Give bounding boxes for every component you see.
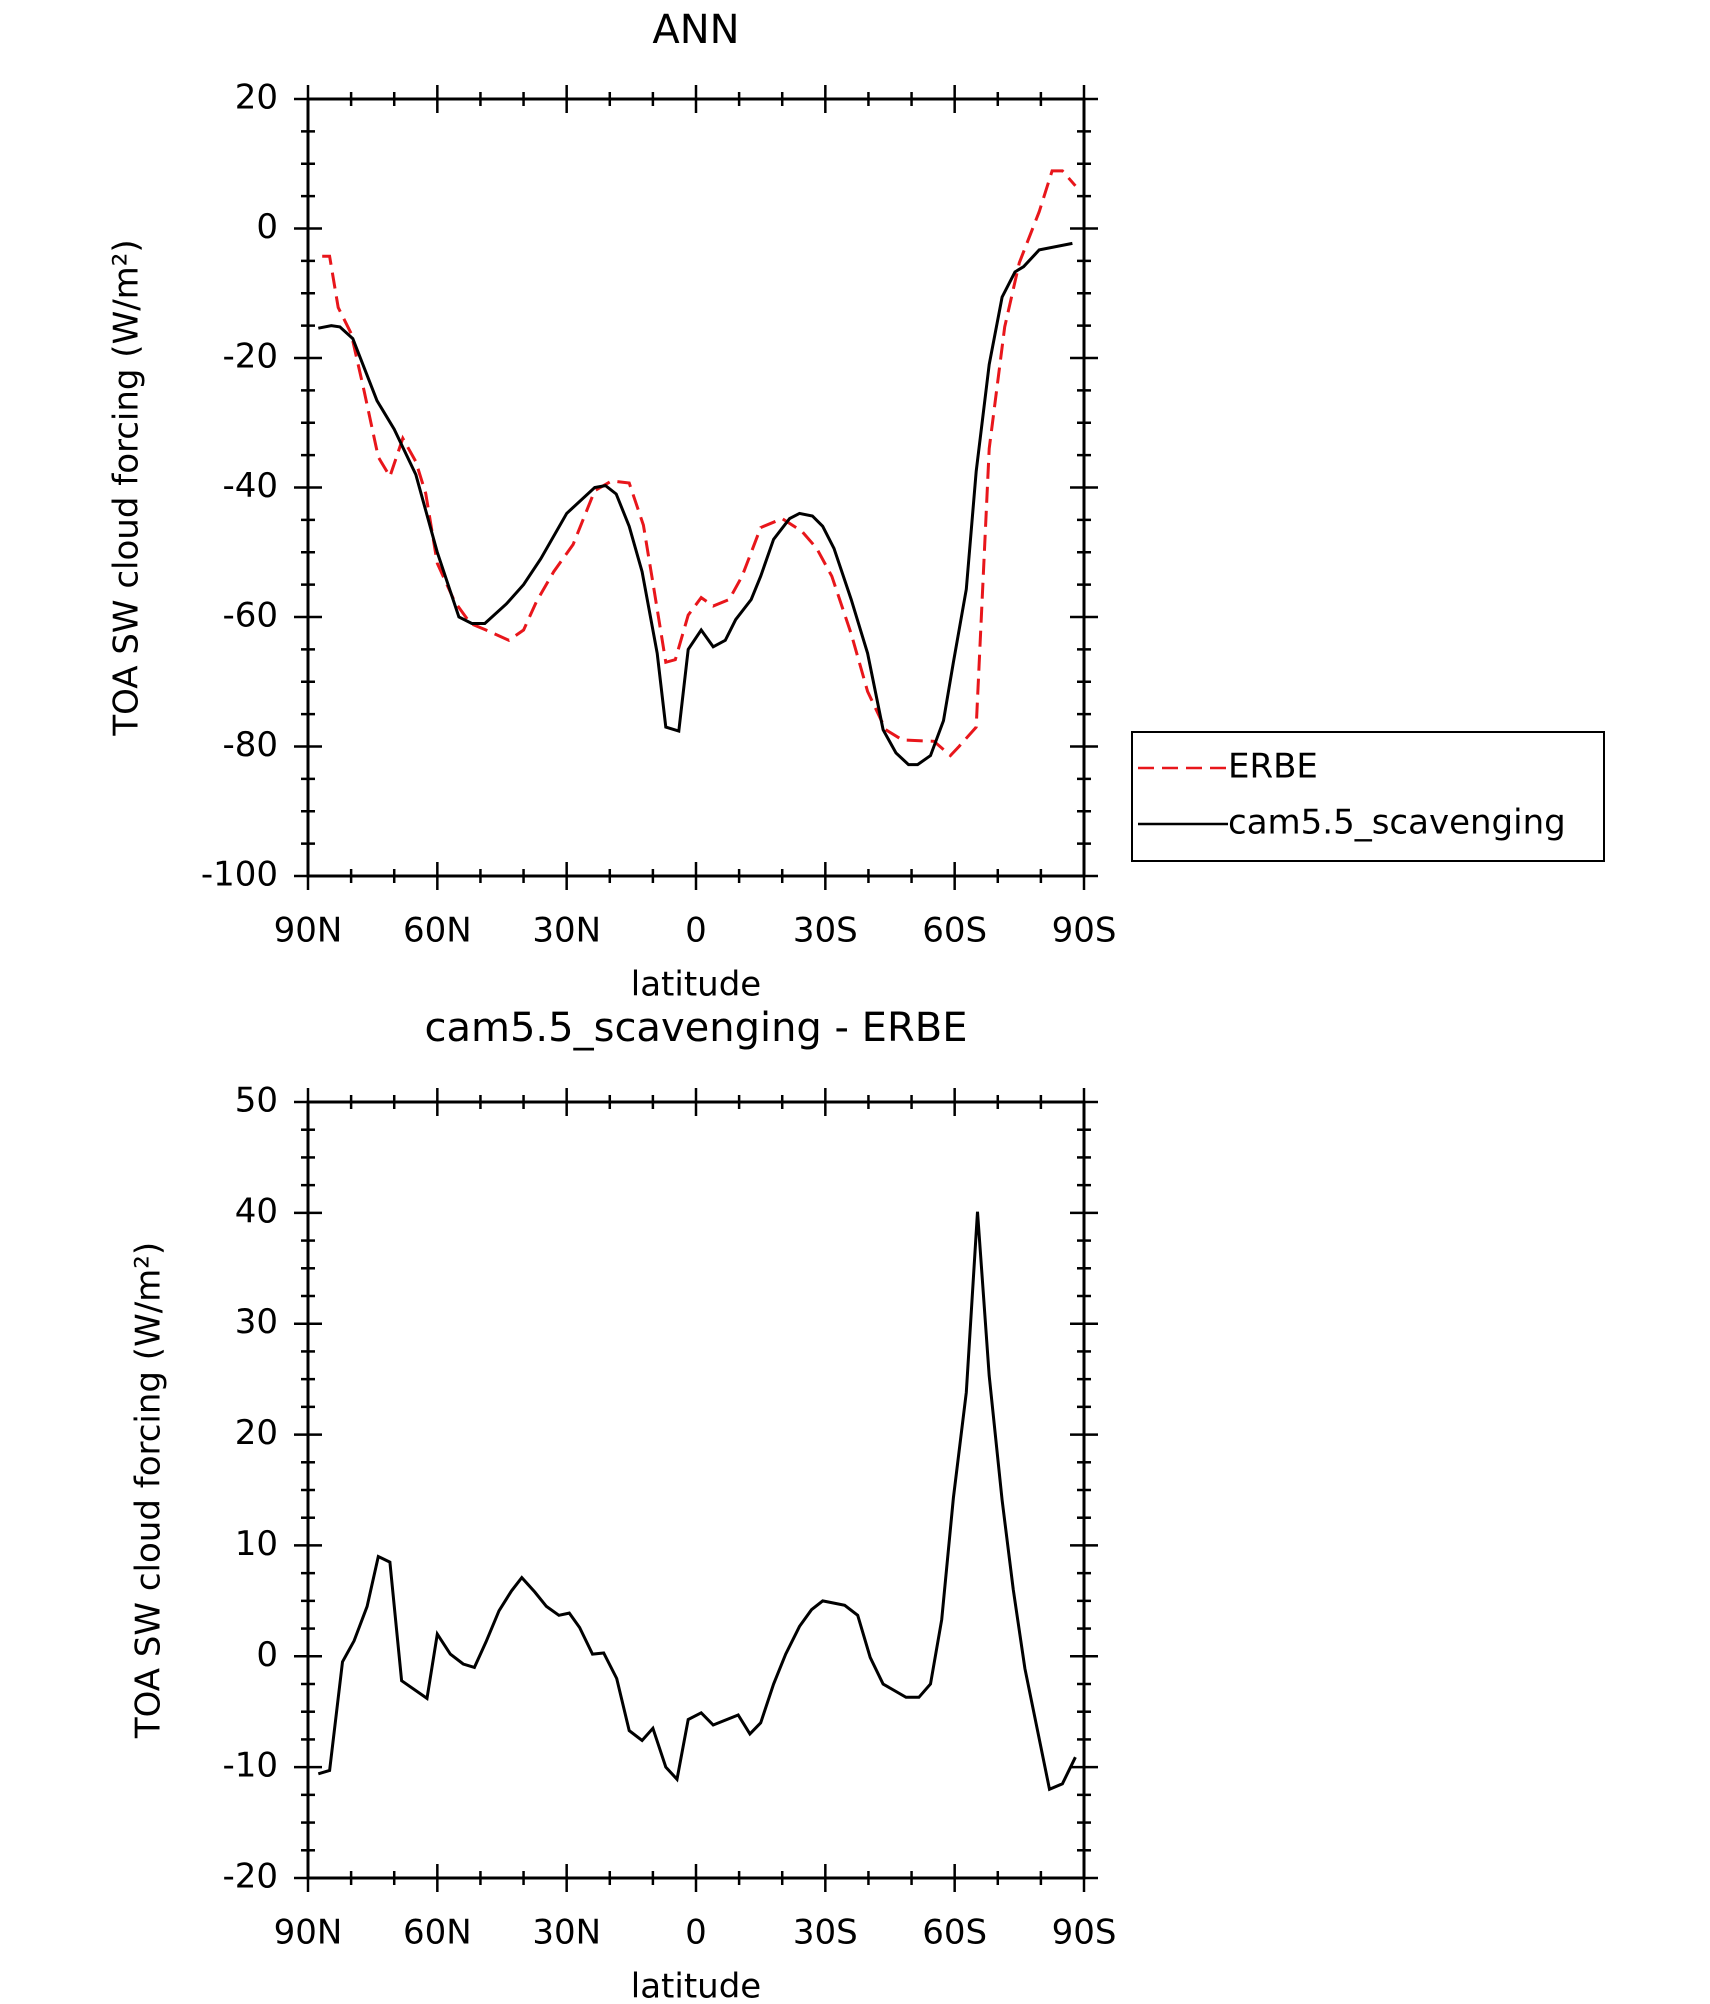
x-tick-label: 60S — [922, 1913, 987, 1953]
x-axis-label: latitude — [631, 1967, 761, 2004]
legend-box — [1131, 731, 1605, 862]
plot-frame — [306, 97, 1086, 878]
x-tick-label: 60S — [922, 911, 987, 951]
x-tick-label: 90S — [1052, 911, 1117, 951]
y-tick-label: -100 — [201, 855, 278, 895]
y-tick-label: 20 — [235, 78, 278, 118]
chart-title: cam5.5_scavenging - ERBE — [425, 1005, 968, 1051]
x-tick-label: 30S — [793, 1913, 858, 1953]
x-tick-label: 0 — [685, 911, 707, 951]
y-tick-label: 30 — [235, 1302, 278, 1342]
y-tick-label: -20 — [222, 1857, 278, 1897]
chart-title: ANN — [652, 7, 739, 53]
x-tick-label: 90N — [274, 911, 343, 951]
plot-frame — [306, 1100, 1086, 1880]
series-line — [318, 241, 1073, 767]
x-tick-label: 30S — [793, 911, 858, 951]
x-axis-label: latitude — [631, 965, 761, 1005]
y-tick-label: 0 — [256, 207, 278, 247]
series-line — [322, 169, 1077, 758]
x-tick-label: 60N — [403, 911, 472, 951]
y-tick-label: -20 — [222, 337, 278, 377]
y-tick-label: -10 — [222, 1746, 278, 1786]
y-tick-label: -80 — [222, 725, 278, 765]
x-tick-label: 30N — [532, 1913, 601, 1953]
y-tick-label: 10 — [235, 1524, 278, 1564]
legend-label: cam5.5_scavenging — [1228, 803, 1566, 843]
series-line — [317, 1211, 1077, 1792]
x-tick-label: 60N — [403, 1913, 472, 1953]
y-axis-label: TOA SW cloud forcing (W/m²) — [129, 1242, 169, 1739]
y-tick-label: 0 — [256, 1635, 278, 1675]
legend-label: ERBE — [1228, 747, 1318, 787]
x-tick-label: 90N — [274, 1913, 343, 1953]
y-tick-label: 50 — [235, 1081, 278, 1121]
y-tick-label: 20 — [235, 1413, 278, 1453]
x-tick-label: 90S — [1052, 1913, 1117, 1953]
y-axis-label: TOA SW cloud forcing (W/m²) — [107, 239, 147, 736]
y-tick-label: 40 — [235, 1191, 278, 1231]
x-tick-label: 30N — [532, 911, 601, 951]
y-tick-label: -40 — [222, 466, 278, 506]
y-tick-label: -60 — [222, 596, 278, 636]
x-tick-label: 0 — [685, 1913, 707, 1953]
